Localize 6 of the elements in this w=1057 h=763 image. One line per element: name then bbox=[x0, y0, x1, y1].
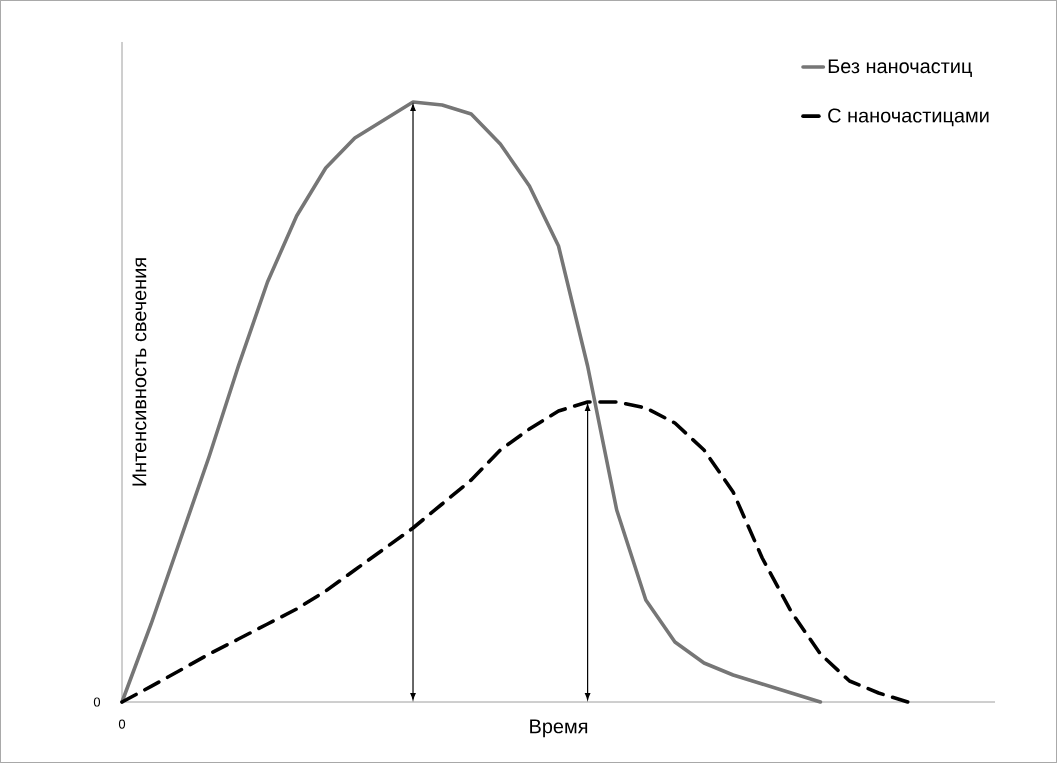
legend-label: С наночастицами bbox=[828, 108, 989, 127]
y-axis-title: Интенсивность свечения bbox=[132, 258, 147, 486]
text: 0 bbox=[93, 697, 101, 707]
legend-label: Без наночастиц bbox=[828, 59, 972, 78]
text: 0 bbox=[118, 719, 126, 729]
x-axis-title: Время bbox=[530, 719, 588, 738]
